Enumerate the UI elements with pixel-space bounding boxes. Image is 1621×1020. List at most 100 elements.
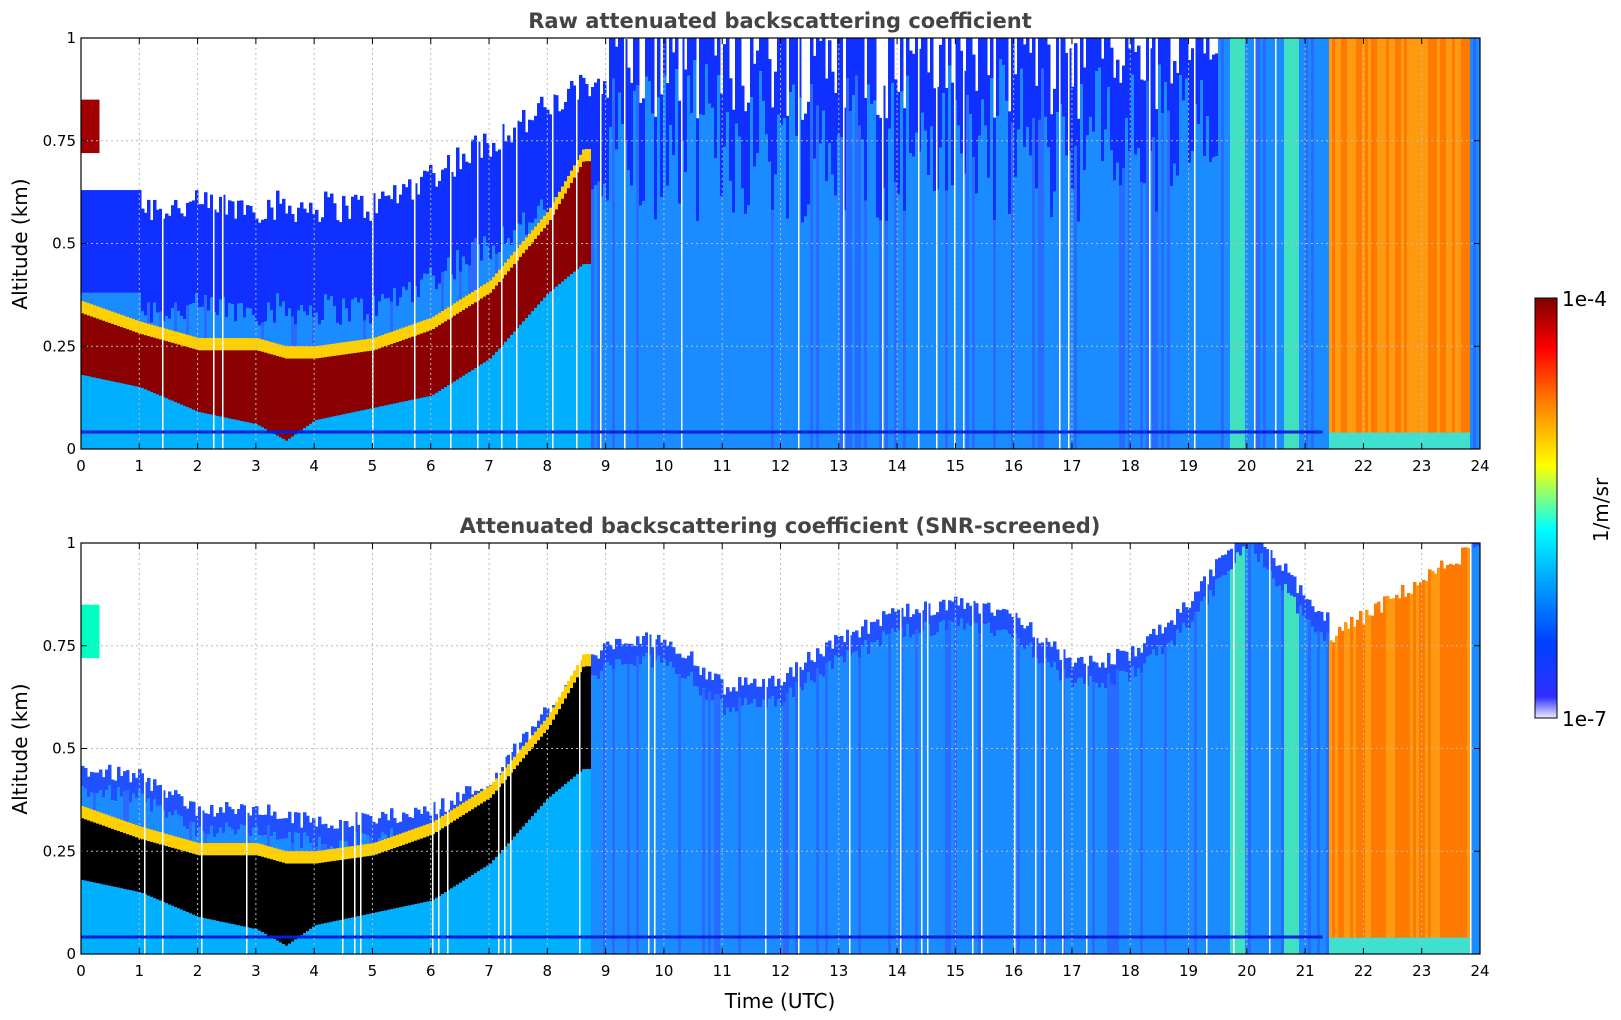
heatmap-column [1137,647,1141,954]
heatmap-column [942,599,946,954]
heatmap-column [579,74,583,449]
heatmap-column [576,665,580,954]
heatmap-cell [1353,937,1357,954]
heatmap-cell [354,845,358,858]
heatmap-cell [966,95,970,449]
heatmap-cell [876,640,880,954]
heatmap-cell [909,153,913,449]
heatmap-column [1083,67,1087,449]
heatmap-cell [801,690,805,954]
heatmap-cell [147,841,151,896]
heatmap-column [300,202,304,449]
heatmap-column [1377,38,1381,449]
heatmap-cell [885,118,889,221]
heatmap-column [420,176,424,449]
heatmap-cell [1170,83,1174,187]
heatmap-cell [933,614,937,636]
heatmap-cell [615,659,619,954]
heatmap-cell [267,858,271,936]
heatmap-cell [258,350,262,426]
heatmap-cell [186,407,190,449]
heatmap-cell [1218,578,1222,954]
heatmap-cell [1428,432,1432,449]
heatmap-cell [1059,659,1063,681]
heatmap-cell [450,888,454,954]
heatmap-cell [294,346,298,359]
heatmap-cell [126,821,130,835]
heatmap-column [441,798,445,954]
heatmap-column [1386,596,1390,954]
heatmap-cell [1188,607,1192,629]
heatmap-column [1203,53,1207,449]
heatmap-cell [246,843,250,856]
heatmap-column [357,824,361,954]
heatmap-column [1089,655,1093,954]
heatmap-cell [279,344,283,357]
heatmap-column [390,808,394,954]
heatmap-column [1002,38,1006,449]
heatmap-column [1167,38,1171,449]
heatmap-column [117,190,121,449]
heatmap-cell [306,358,310,426]
heatmap-column [1140,652,1144,954]
heatmap-cell [558,789,562,954]
heatmap-column [1443,568,1447,954]
heatmap-cell [324,344,328,358]
heatmap-cell [1119,671,1123,954]
heatmap-column [1254,543,1258,954]
heatmap-column [1125,651,1129,954]
heatmap-column [1038,643,1042,954]
heatmap-cell [594,675,598,954]
heatmap-cell [1209,569,1213,591]
heatmap-cell [495,285,499,352]
heatmap-cell [420,176,424,280]
heatmap-cell [345,859,349,919]
heatmap-column [519,742,523,954]
heatmap-cell [537,728,541,741]
heatmap-cell [348,218,352,322]
heatmap-cell [1347,432,1351,449]
heatmap-cell [561,786,565,954]
heatmap-cell [1377,432,1381,449]
colorbar-min-label: 1e-7 [1562,707,1607,731]
heatmap-cell [1152,38,1156,138]
heatmap-column [150,790,154,954]
heatmap-column [1233,38,1237,449]
heatmap-cell [1125,672,1129,954]
heatmap-column [1437,567,1441,954]
heatmap-cell [267,353,271,431]
heatmap-cell [288,346,292,359]
heatmap-gap [843,38,845,449]
heatmap-cell [591,674,595,954]
heatmap-column [600,650,604,954]
heatmap-cell [1434,937,1438,954]
heatmap-cell [1341,937,1345,954]
heatmap-cell [534,743,538,813]
heatmap-column [762,678,766,954]
heatmap-cell [447,307,451,320]
heatmap-cell [102,884,106,954]
heatmap-cell [1329,432,1333,449]
heatmap-cell [1158,64,1162,449]
heatmap-column [1044,38,1048,449]
heatmap-cell [477,366,481,449]
heatmap-cell [303,346,307,359]
heatmap-column [270,207,274,449]
heatmap-cell [525,823,529,954]
heatmap-cell [504,779,508,847]
heatmap-cell [1470,544,1474,954]
heatmap-cell [132,824,136,837]
heatmap-cell [408,337,412,401]
heatmap-cell [348,353,352,414]
heatmap-column [573,670,577,954]
heatmap-cell [1458,38,1462,449]
heatmap-cell [1077,118,1081,222]
heatmap-column [255,806,259,954]
heatmap-cell [324,849,328,863]
heatmap-cell [990,633,994,954]
heatmap-column [765,543,769,954]
heatmap-column [537,720,541,954]
heatmap-cell [432,821,436,835]
heatmap-cell [489,156,493,260]
heatmap-column [672,647,676,954]
